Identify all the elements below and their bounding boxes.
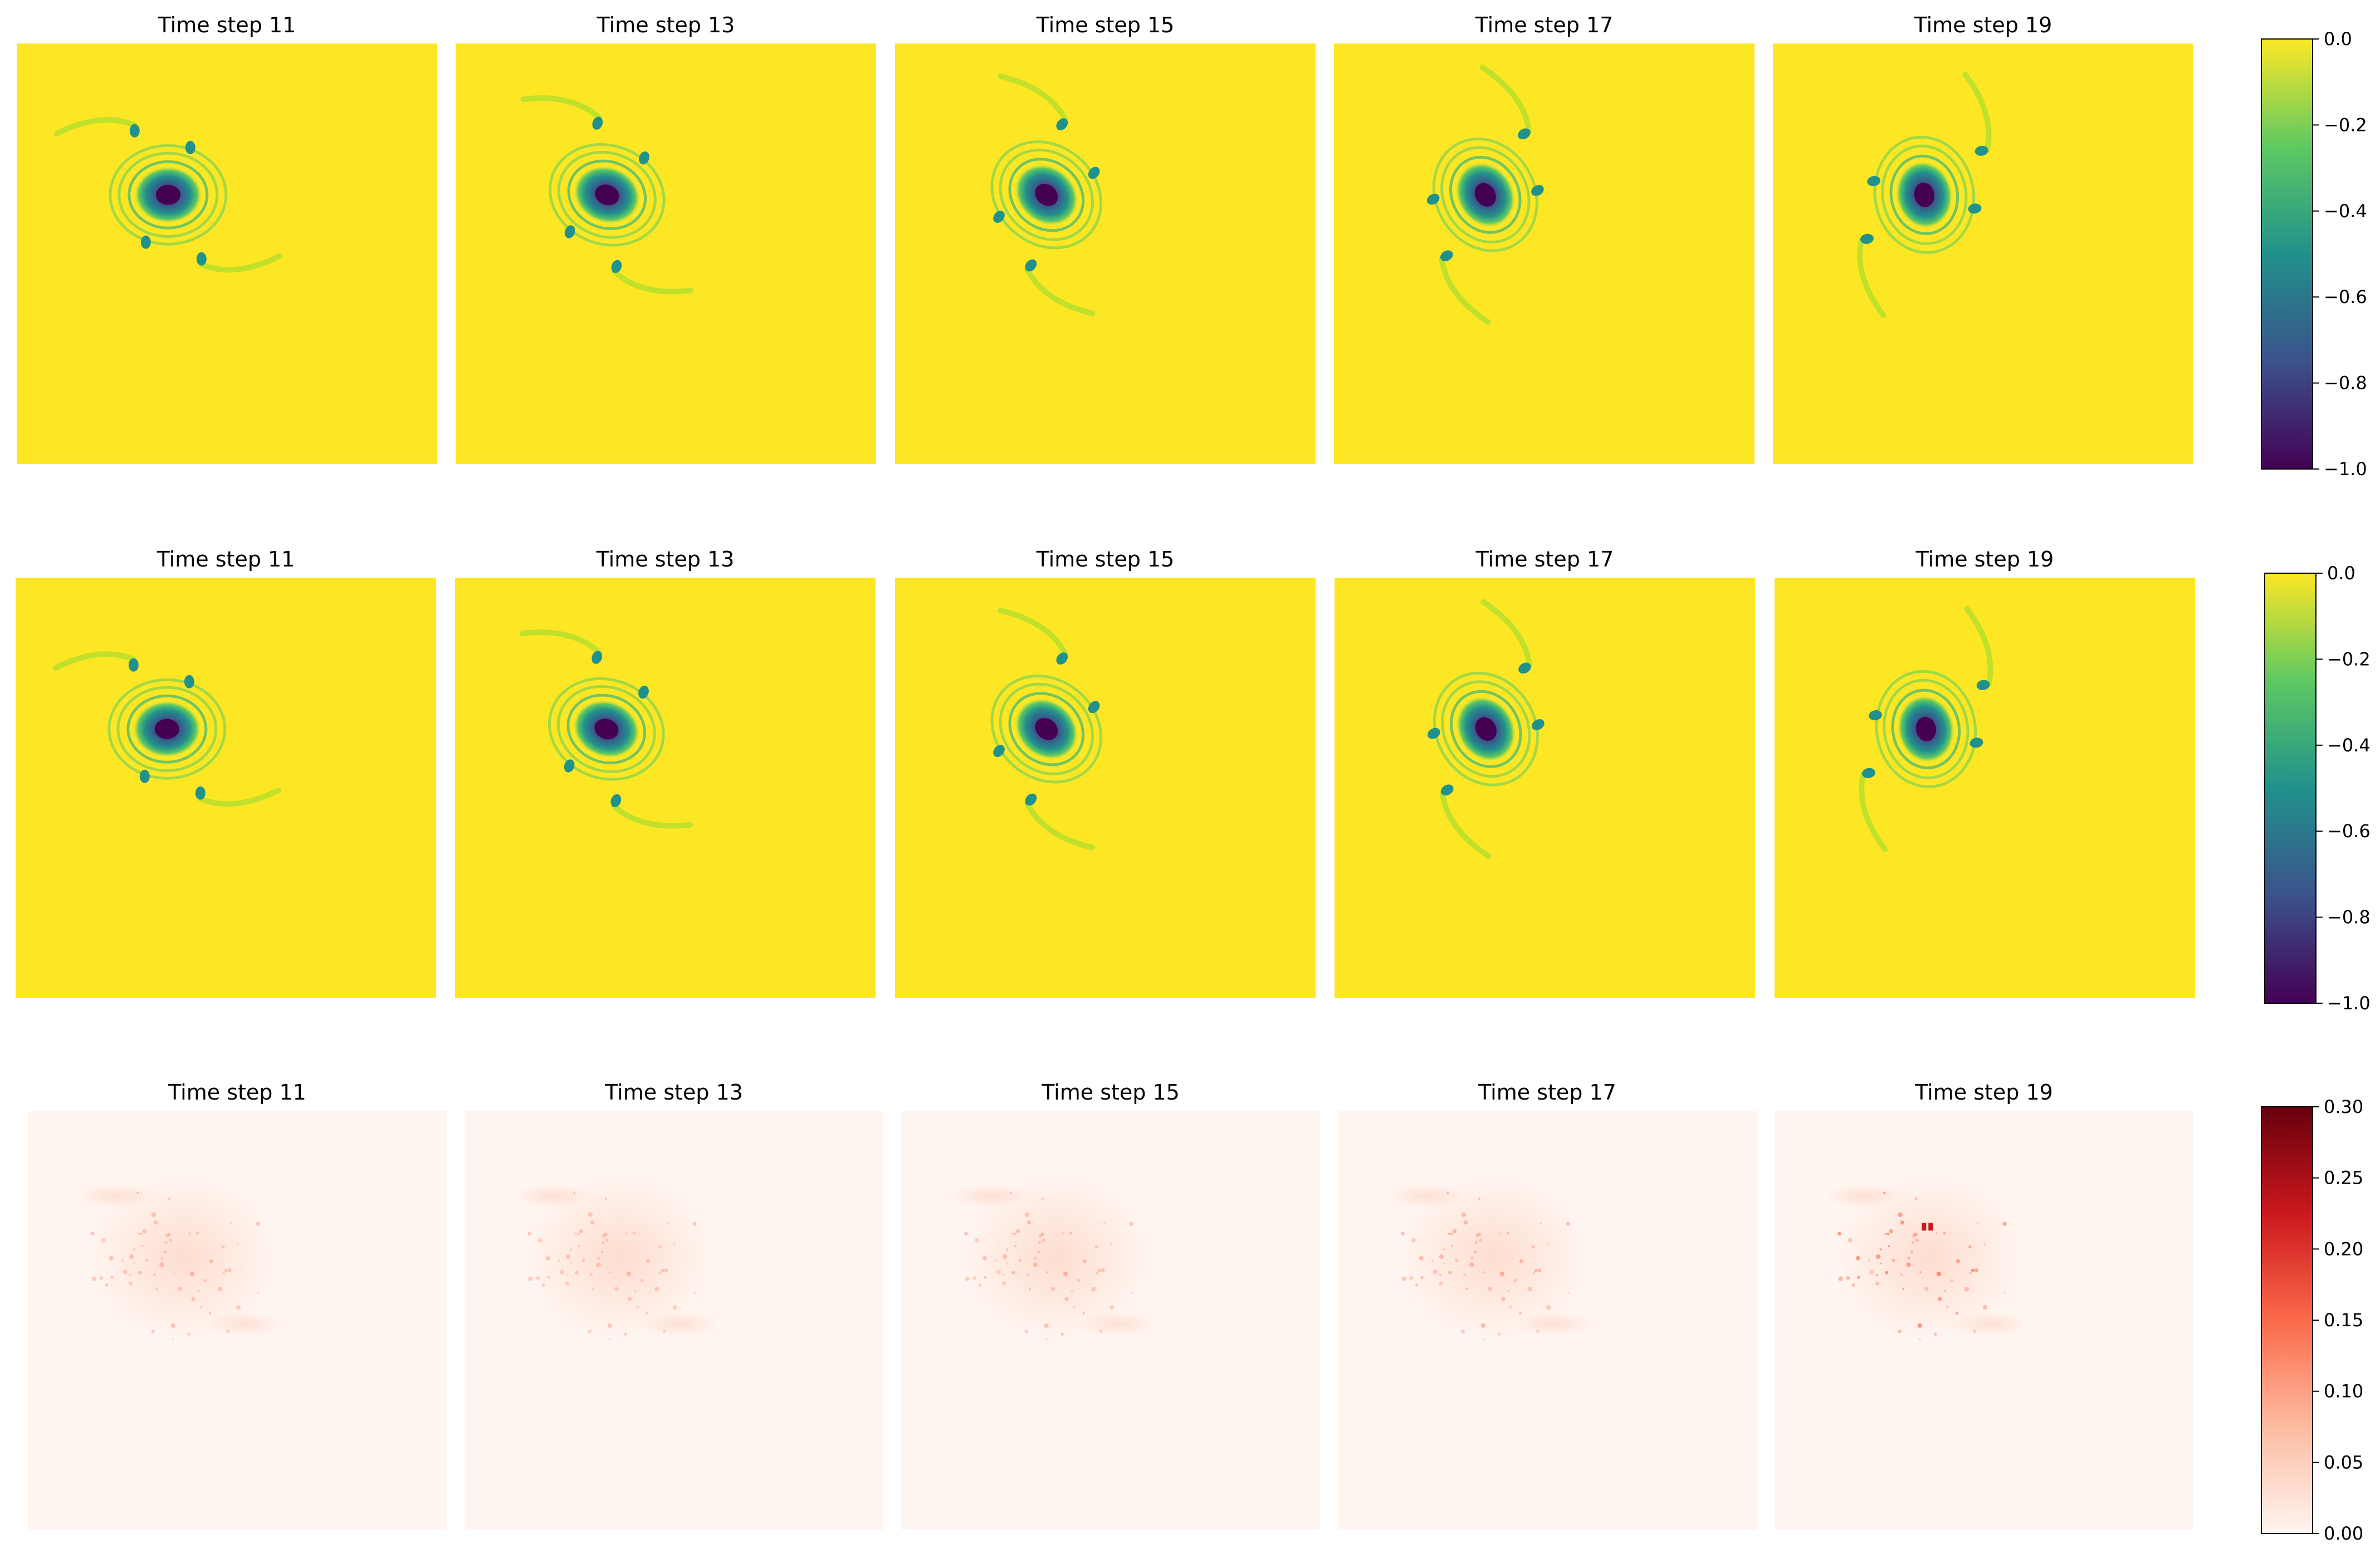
heatmap-panel-error-t11: Time step 11	[28, 1080, 447, 1530]
colorbar-tick-label: 0.00	[2324, 1523, 2363, 1544]
heatmap-field	[456, 43, 876, 464]
heatmap-field	[16, 578, 436, 998]
heatmap-panel-ground_truth-t17: Time step 17	[1335, 547, 1755, 998]
colorbar-tick-label: −0.4	[2324, 201, 2367, 222]
heatmap-panel-error-t17: Time step 17	[1338, 1080, 1757, 1530]
heatmap-field	[17, 43, 437, 464]
panel-title: Time step 15	[1041, 1080, 1180, 1105]
colorbar-tick-label: −0.8	[2327, 907, 2371, 928]
colorbar-tick-label: 0.20	[2324, 1238, 2363, 1259]
heatmap-panel-ground_truth-t19: Time step 19	[1775, 547, 2195, 998]
panel-title: Time step 15	[1036, 13, 1175, 37]
heatmap-panel-ground_truth-t13: Time step 13	[455, 547, 876, 998]
panel-title: Time step 19	[1915, 547, 2054, 572]
panel-title: Time step 13	[596, 547, 735, 572]
colorbar-tick-label: −0.6	[2324, 286, 2367, 307]
colorbar-gradient	[2261, 38, 2313, 470]
colorbar-tick-label: 0.0	[2324, 28, 2352, 50]
heatmap-panel-error-t15: Time step 15	[901, 1080, 1320, 1530]
panel-title: Time step 17	[1478, 1080, 1616, 1105]
colorbar-error: 0.30 0.25 0.20 0.15 0.10 0.05 0.00	[2261, 1096, 2363, 1544]
panel-title: Time step 19	[1914, 13, 2052, 37]
heatmap-panel-predicted-t13: Time step 13	[456, 13, 876, 464]
heatmap-field	[455, 578, 876, 998]
heatmap-panel-predicted-t17: Time step 17	[1334, 13, 1755, 464]
heatmap-panel-predicted-t11: Time step 11	[17, 13, 437, 464]
heatmap-field	[895, 43, 1316, 464]
panel-title: Time step 19	[1914, 1080, 2053, 1105]
colorbar-gradient	[2261, 1106, 2313, 1534]
colorbar-gradient	[2264, 573, 2317, 1004]
heatmap-panel-error-t19: Time step 19	[1775, 1080, 2193, 1530]
heatmap-panel-error-t13: Time step 13	[465, 1080, 883, 1530]
colorbar-tick-label: 0.15	[2324, 1310, 2363, 1331]
colorbar-tick-label: −1.0	[2324, 458, 2367, 480]
heatmap-row-error: Time step 11 Time step 13 Time step 15 Time…	[28, 1080, 2363, 1544]
colorbar-tick-label: −0.6	[2327, 820, 2371, 842]
colorbar-predicted: 0.0 −0.2 −0.4 −0.6 −0.8 −1.0	[2261, 28, 2367, 480]
colorbar-tick-label: −1.0	[2327, 993, 2371, 1014]
colorbar-tick-label: 0.0	[2327, 563, 2355, 584]
heatmap-field	[1335, 578, 1755, 998]
colorbar-tick-label: 0.30	[2324, 1096, 2363, 1117]
panel-title: Time step 11	[158, 13, 296, 37]
panel-title: Time step 11	[168, 1080, 306, 1105]
colorbar-tick-label: −0.2	[2327, 648, 2371, 670]
heatmap-row-ground_truth: Time step 11 Time step 13 Time step 15 Time…	[16, 547, 2371, 1014]
colorbar-tick-label: −0.2	[2324, 114, 2367, 135]
heatmap-field	[1334, 43, 1755, 464]
heatmap-panel-ground_truth-t11: Time step 11	[16, 547, 436, 998]
panel-title: Time step 13	[597, 13, 735, 37]
colorbar-tick-label: 0.10	[2324, 1381, 2363, 1402]
panel-title: Time step 11	[157, 547, 295, 572]
heatmap-panel-predicted-t15: Time step 15	[895, 13, 1316, 464]
panel-title: Time step 15	[1036, 547, 1175, 572]
colorbar-tick-label: 0.25	[2324, 1168, 2363, 1189]
colorbar-tick-label: −0.8	[2324, 373, 2367, 394]
heatmap-panel-ground_truth-t15: Time step 15	[895, 547, 1316, 998]
colorbar-tick-label: 0.05	[2324, 1452, 2363, 1473]
heatmap-row-predicted: Time step 11 Time step 13 Time step 15 Time…	[17, 13, 2367, 480]
panel-title: Time step 17	[1475, 13, 1614, 37]
panel-title: Time step 17	[1475, 547, 1614, 572]
panel-title: Time step 13	[604, 1080, 743, 1105]
heatmap-field	[895, 578, 1316, 998]
colorbar-tick-label: −0.4	[2327, 735, 2371, 756]
colorbar-ground_truth: 0.0 −0.2 −0.4 −0.6 −0.8 −1.0	[2264, 563, 2371, 1014]
heatmap-panel-predicted-t19: Time step 19	[1773, 13, 2193, 464]
